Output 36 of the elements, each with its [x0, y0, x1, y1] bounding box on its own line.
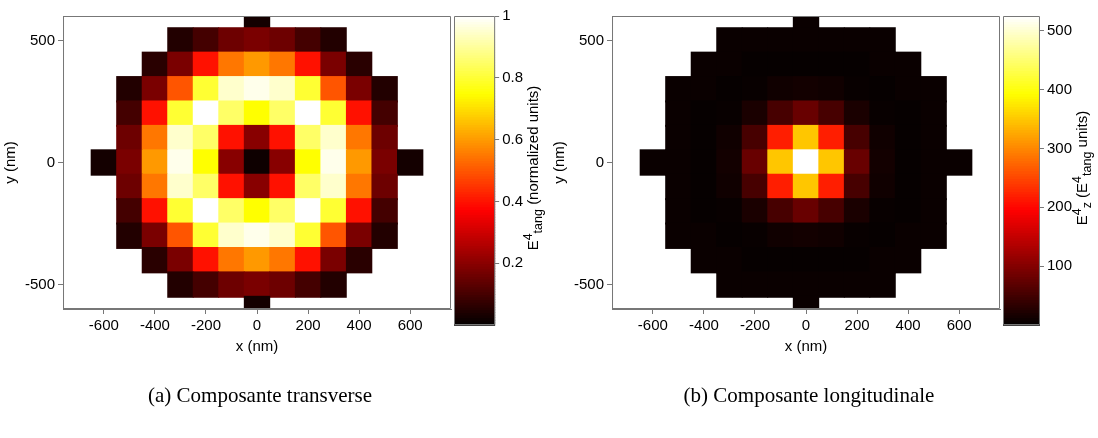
x-tick-label: 0 [252, 316, 262, 334]
color-bar-label: 1 [502, 6, 511, 24]
text: (b) Composante longitudinale [682, 383, 936, 408]
y-axis-title: y (nm) [550, 141, 568, 184]
x-axis-title: x (nm) [784, 337, 828, 355]
x-tick-label: -600 [637, 316, 668, 334]
x-tick-label: -400 [688, 316, 719, 334]
x-tick-label: 600 [397, 316, 423, 334]
y-tick-label: 500 [29, 30, 56, 48]
color-bar-label: 0.6 [502, 129, 524, 147]
x-axis-title: x (nm) [235, 337, 279, 355]
color-bar-label: 100 [1046, 256, 1072, 274]
y-tick-label: 0 [46, 152, 56, 170]
x-tick-label: 200 [295, 316, 321, 334]
x-tick-label: 0 [801, 316, 811, 334]
y-axis-title: y (nm) [1, 141, 19, 184]
color-bar-label: 200 [1046, 197, 1072, 215]
y-tick-label: -500 [573, 274, 605, 292]
color-bar-label: 300 [1046, 138, 1072, 156]
color-bar-label: 0.8 [502, 67, 524, 85]
x-tick-label: 400 [895, 316, 921, 334]
color-bar-label: 400 [1046, 79, 1072, 97]
x-tick-label: 200 [844, 316, 870, 334]
x-tick-label: 400 [346, 316, 372, 334]
y-tick-label: 500 [578, 30, 605, 48]
x-tick-label: 600 [946, 316, 972, 334]
text: (a) Composante transverse [147, 383, 373, 408]
y-tick-label: -500 [24, 274, 56, 292]
y-tick-label: 0 [595, 152, 605, 170]
color-bar-label: 0.4 [502, 191, 524, 209]
x-tick-label: -400 [139, 316, 170, 334]
x-tick-label: -200 [739, 316, 770, 334]
x-tick-label: -600 [88, 316, 119, 334]
color-bar-label: 0.2 [502, 253, 524, 271]
x-tick-label: -200 [190, 316, 221, 334]
color-bar-label: 500 [1046, 20, 1072, 38]
